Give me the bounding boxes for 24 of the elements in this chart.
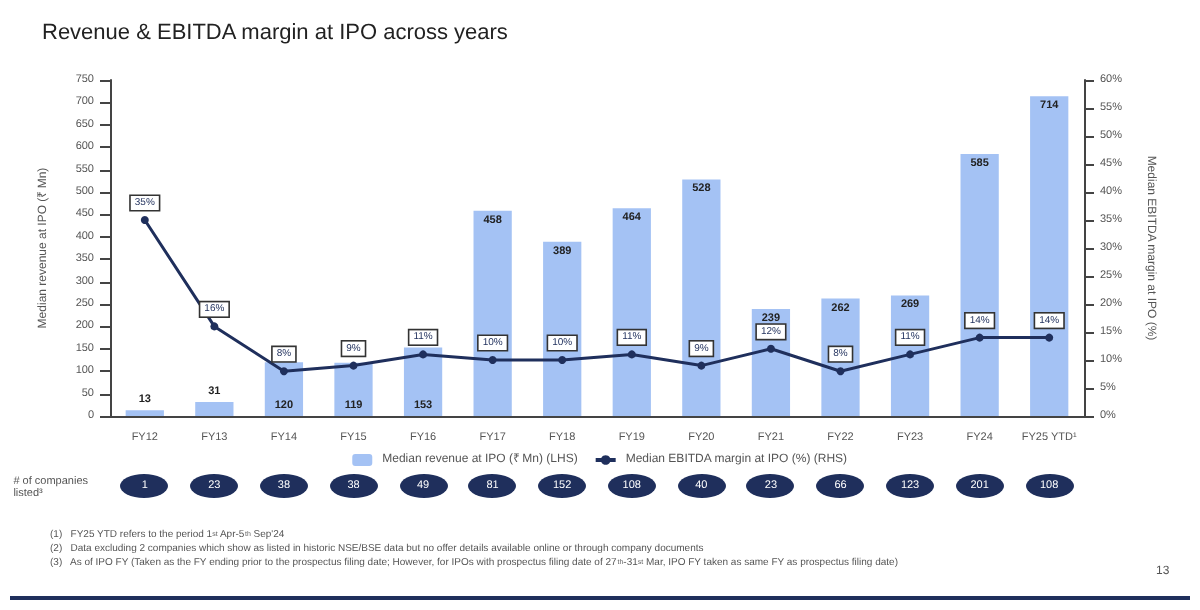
bar [960,153,999,416]
point [836,367,845,376]
point [1045,333,1054,342]
bar [473,210,512,416]
bar [195,402,234,416]
point [419,350,428,359]
bar [682,179,721,416]
bar [543,241,582,416]
point [627,350,636,359]
point [488,356,497,364]
point [697,361,706,370]
bar [334,362,373,416]
bar [125,410,164,416]
point [766,344,775,353]
point [906,350,915,359]
point [558,356,567,364]
point [975,333,984,342]
chart-title: Revenue & EBITDA margin at IPO across years [42,21,509,45]
point [140,216,149,224]
bar [612,208,651,416]
point [349,361,358,370]
point [210,322,219,331]
bar [1030,96,1069,416]
point [279,367,288,376]
